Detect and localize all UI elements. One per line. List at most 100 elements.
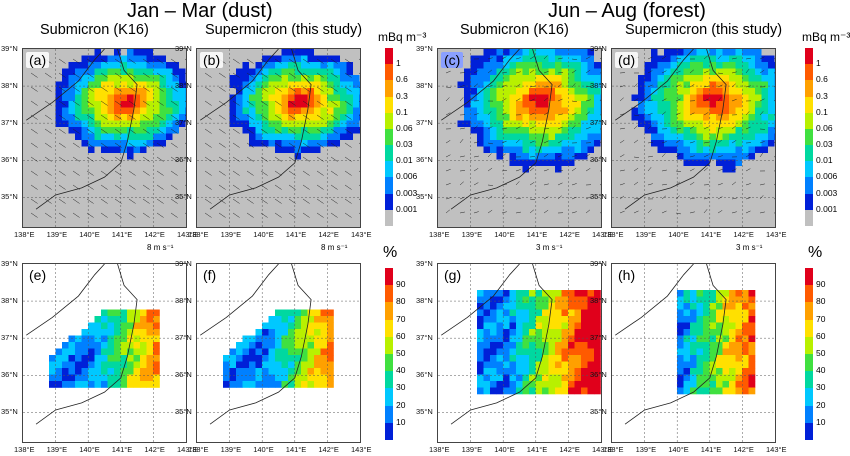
column-title-2: Supermicron (this study) [205,22,363,38]
lat-tick-label: 37°N [590,118,607,127]
colorbar-swatch [805,128,813,146]
lon-tick-label: 143°E [592,445,613,454]
colorbar-unit-2: mBq m⁻³ [802,30,850,44]
colorbar-tick-label: 1 [816,58,821,69]
colorbar-tick-label: 80 [816,296,826,307]
lon-tick-label: 138°E [429,230,450,239]
concentration-colorbar-1 [385,48,393,226]
lat-tick-label: 38°N [175,296,192,305]
colorbar-tick-label: 0.6 [816,74,828,85]
colorbar-tick-label: 0.03 [816,139,833,150]
lat-tick-label: 35°N [416,192,433,201]
lon-tick-label: 141°E [700,445,722,454]
colorbar-swatch [385,353,393,372]
map-panel-h: (h) [611,263,776,443]
colorbar-tick-label: 60 [816,330,826,341]
lat-tick-label: 38°N [1,296,18,305]
colorbar-swatch [385,388,393,406]
lat-tick-label: 35°N [590,192,607,201]
lat-tick-label: 39°N [175,259,192,268]
colorbar-swatch [805,64,813,81]
colorbar-swatch [805,112,813,129]
colorbar-swatch [805,285,813,303]
lon-tick-label: 139°E [46,445,68,454]
panel-label-e: (e) [26,267,50,283]
lon-tick-label: 143°E [177,230,198,239]
lat-tick-label: 36°N [416,155,433,164]
colorbar-tick-label: 50 [396,348,406,358]
colorbar-swatch [385,302,393,320]
colorbar-tick-label: 40 [396,365,406,376]
lon-tick-label: 138°E [14,445,35,454]
lon-tick-label: 140°E [253,445,274,454]
lon-tick-label: 140°E [494,230,515,239]
lat-tick-label: 39°N [1,259,18,268]
colorbar-swatch [805,96,813,113]
colorbar-swatch [385,48,393,65]
lon-tick-label: 142°E [318,230,339,239]
lat-tick-label: 37°N [416,118,433,127]
lon-tick-label: 138°E [188,230,209,239]
colorbar-swatch [805,405,813,423]
colorbar-swatch [805,388,813,406]
concentration-map-c [438,49,601,227]
wind-scale-d: 3 m s⁻¹ [736,243,763,252]
lon-tick-label: 139°E [46,230,68,239]
lon-tick-label: 141°E [526,230,548,239]
lat-tick-label: 36°N [416,370,433,379]
map-panel-b: (b) [196,48,361,228]
colorbar-swatch [385,405,393,423]
column-title-4: Supermicron (this study) [625,22,783,38]
colorbar-swatch [385,128,393,146]
colorbar-swatch [385,371,393,389]
lat-tick-label: 35°N [1,192,18,201]
lat-tick-label: 38°N [590,296,607,305]
colorbar-swatch [805,268,813,286]
lon-tick-label: 142°E [559,230,580,239]
lat-tick-label: 37°N [1,118,18,127]
lon-tick-label: 142°E [559,445,580,454]
colorbar-swatch [805,336,813,354]
colorbar-unit-4: % [808,244,823,261]
lat-tick-label: 37°N [175,333,192,342]
colorbar-tick-label: 0.3 [396,90,408,101]
panel-label-b: (b) [200,52,224,68]
lon-tick-label: 141°E [700,230,722,239]
colorbar-tick-label: 0.003 [396,187,418,198]
lat-tick-label: 35°N [175,192,192,201]
column-title-1: Submicron (K16) [40,22,149,38]
colorbar-tick-label: 0.1 [396,106,408,117]
lon-tick-label: 139°E [635,445,657,454]
panel-label-d: (d) [615,52,639,68]
wind-scale-b: 8 m s⁻¹ [321,243,348,252]
lat-tick-label: 36°N [590,370,607,379]
lat-tick-label: 36°N [175,370,192,379]
colorbar-swatch [805,80,813,97]
lon-tick-label: 142°E [144,445,165,454]
colorbar-swatch [385,96,393,113]
group-title-jun-aug: Jun – Aug (forest) [548,0,706,22]
colorbar-tick-label: 70 [396,313,406,324]
lat-tick-label: 38°N [416,296,433,305]
lon-tick-label: 142°E [318,445,339,454]
lon-tick-label: 141°E [285,230,307,239]
lon-tick-label: 139°E [461,230,483,239]
lat-tick-label: 35°N [1,407,18,416]
concentration-map-d [612,49,775,227]
lat-tick-label: 36°N [590,155,607,164]
lat-tick-label: 36°N [1,155,18,164]
panel-label-g: (g) [441,267,465,283]
lon-tick-label: 141°E [111,445,133,454]
colorbar-tick-label: 60 [396,330,406,341]
lon-tick-label: 140°E [79,445,100,454]
lon-tick-label: 143°E [177,445,198,454]
lat-tick-label: 35°N [590,407,607,416]
map-panel-e: (e) [22,263,187,443]
percent-map-e [23,264,186,442]
wind-scale-c: 3 m s⁻¹ [536,243,563,252]
lon-tick-label: 141°E [111,230,133,239]
concentration-map-b [197,49,360,227]
colorbar-swatch [805,302,813,320]
lon-tick-label: 138°E [603,445,624,454]
lon-tick-label: 139°E [220,230,242,239]
